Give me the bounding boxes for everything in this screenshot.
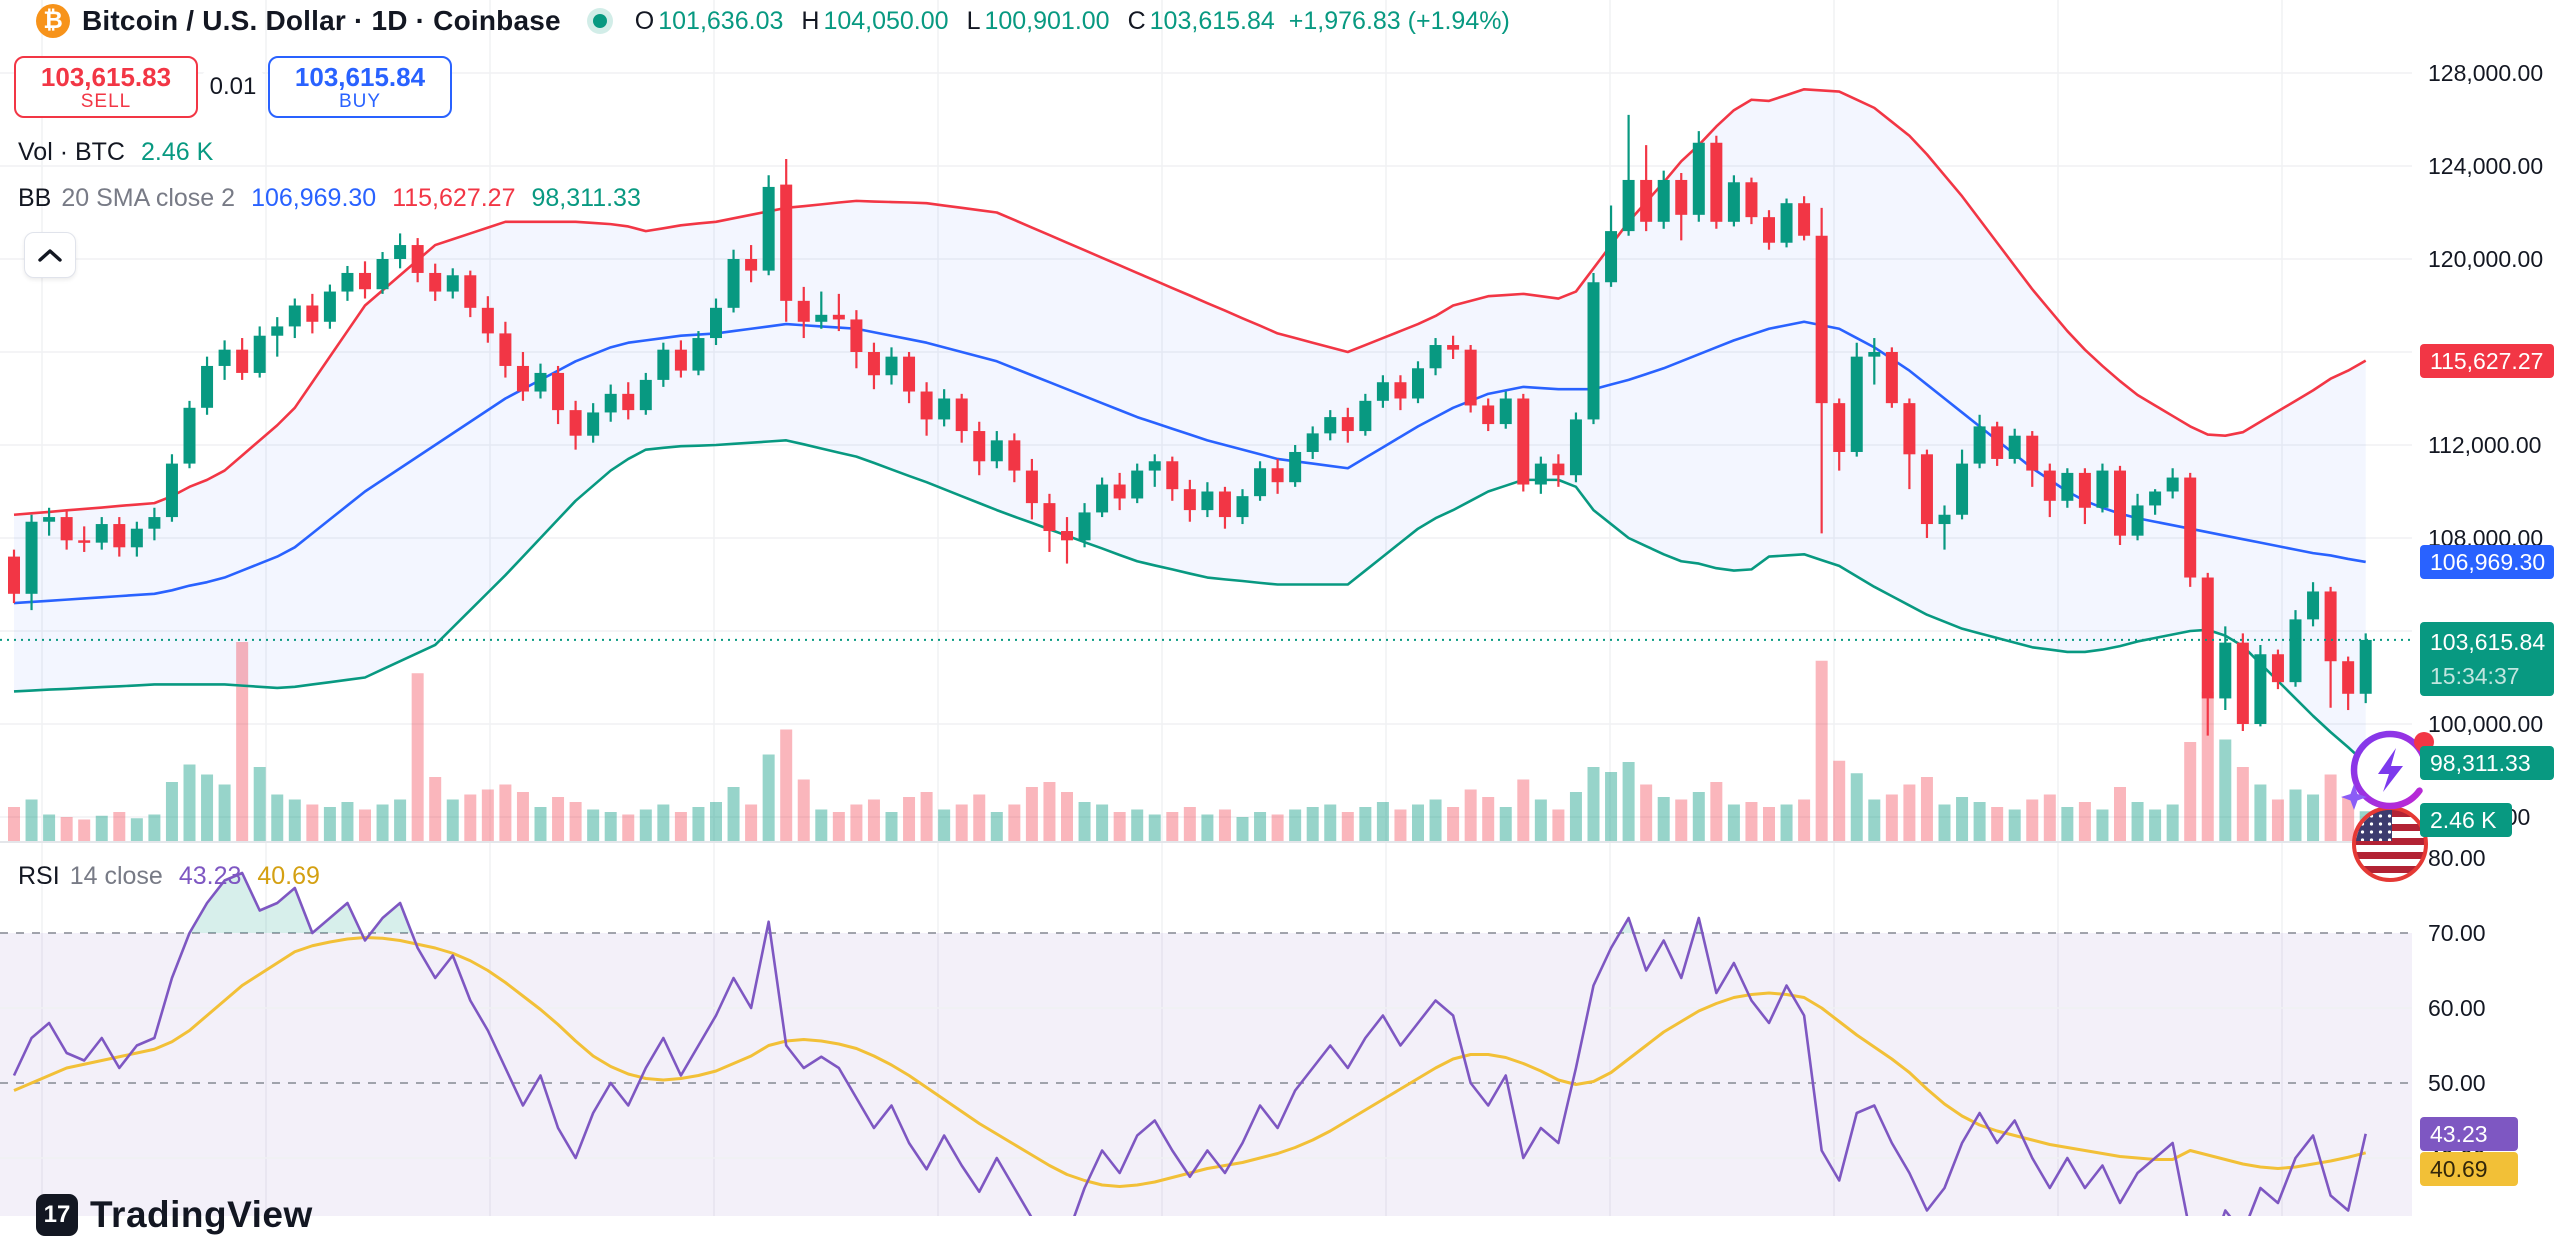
- rsi-tick: 70.00: [2428, 920, 2486, 946]
- price-tick: 112,000.00: [2428, 432, 2542, 458]
- sell-button[interactable]: 103,615.83 SELL: [14, 56, 198, 118]
- market-status-icon[interactable]: [586, 8, 613, 34]
- bar-countdown: 15:34:37: [2430, 662, 2520, 689]
- low-label: L: [966, 6, 981, 35]
- us-flag-icon: [2356, 810, 2392, 841]
- chevron-up-icon: [38, 249, 62, 262]
- price-tick: 128,000.00: [2428, 60, 2544, 86]
- bb-basis-value: 106,969.30: [251, 184, 377, 212]
- bb-upper-value: 115,627.27: [392, 184, 516, 212]
- bb-basis-badge: 106,969.30: [2420, 544, 2554, 579]
- us-economic-events-icon[interactable]: [2352, 806, 2428, 882]
- buy-button[interactable]: 103,615.84 BUY: [268, 56, 452, 118]
- crypto-events-icon[interactable]: [2340, 726, 2436, 818]
- close-value: 103,615.84: [1149, 6, 1275, 35]
- open-value: 101,636.03: [658, 6, 784, 35]
- open-label: O: [634, 6, 655, 35]
- last-price-value: 103,615.84: [2430, 628, 2546, 655]
- bb-legend[interactable]: BB 20 SMA close 2 106,969.30 115,627.27 …: [18, 184, 641, 213]
- price-tick: 100,000.00: [2428, 711, 2544, 737]
- rsi-tick: 80.00: [2428, 845, 2486, 871]
- rsi-tick: 50.00: [2428, 1070, 2486, 1096]
- rsi-legend-value: 43.23: [178, 862, 242, 890]
- last-price-badge: 103,615.84 15:34:37: [2420, 621, 2554, 696]
- rsi-badge: 43.23: [2420, 1117, 2518, 1151]
- tradingview-watermark[interactable]: 17 TradingView: [36, 1194, 313, 1236]
- spread-value: 0.01: [202, 71, 264, 103]
- high-value: 104,050.00: [823, 6, 949, 35]
- chart-header: ₿ Bitcoin / U.S. Dollar · 1D · Coinbase …: [36, 4, 1510, 38]
- change-value: +1,976.83 (+1.94%): [1288, 6, 1510, 35]
- tradingview-wordmark: TradingView: [90, 1194, 313, 1235]
- bb-lower-value: 98,311.33: [531, 184, 641, 212]
- volume-legend-value: 2.46 K: [140, 138, 214, 166]
- rsi-legend-title: RSI: [18, 862, 60, 890]
- rsi-tick: 60.00: [2428, 995, 2486, 1021]
- bb-legend-title: BB: [18, 184, 52, 212]
- symbol-title[interactable]: Bitcoin / U.S. Dollar · 1D · Coinbase: [82, 5, 561, 36]
- rsi-legend-params: 14 close: [69, 862, 163, 890]
- tradingview-logo-icon: 17: [36, 1194, 78, 1236]
- rsi-ma-badge: 40.69: [2420, 1152, 2518, 1186]
- bitcoin-icon: ₿: [36, 4, 70, 38]
- buy-label: BUY: [338, 91, 382, 112]
- price-tick: 124,000.00: [2428, 153, 2544, 179]
- bb-lower-badge: 98,311.33: [2420, 746, 2554, 781]
- close-label: C: [1127, 6, 1146, 35]
- volume-badge: 2.46 K: [2420, 803, 2512, 837]
- low-value: 100,901.00: [984, 6, 1110, 35]
- collapse-pane-button[interactable]: [24, 232, 76, 278]
- ohlc-values: O 101,636.03 H 104,050.00 L 100,901.00 C…: [635, 7, 1510, 36]
- bb-upper-badge: 115,627.27: [2420, 343, 2554, 378]
- bb-legend-params: 20 SMA close 2: [61, 184, 236, 212]
- price-axis[interactable]: 128,000.00124,000.00120,000.00116,000.00…: [2418, 0, 2560, 1216]
- rsi-ma-legend-value: 40.69: [257, 862, 320, 890]
- high-label: H: [801, 6, 820, 35]
- volume-legend[interactable]: Vol · BTC 2.46 K: [18, 138, 213, 167]
- sell-label: SELL: [80, 91, 132, 112]
- price-tick: 120,000.00: [2428, 246, 2544, 272]
- rsi-legend[interactable]: RSI 14 close 43.23 40.69: [18, 862, 320, 891]
- sell-price: 103,615.83: [40, 62, 172, 92]
- buy-price: 103,615.84: [294, 62, 426, 92]
- lightning-badge-icon: [2341, 730, 2434, 810]
- bitcoin-glyph: ₿: [43, 7, 63, 34]
- order-panel: 103,615.83 SELL 0.01 103,615.84 BUY: [14, 56, 452, 118]
- volume-legend-title: Vol · BTC: [18, 138, 125, 166]
